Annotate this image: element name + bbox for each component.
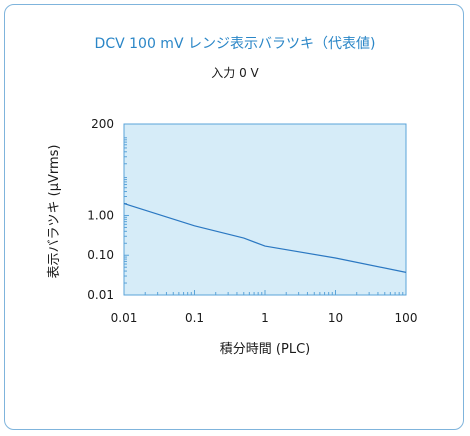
x-tick-label: 100 (395, 311, 418, 325)
y-axis-label: 表示バラツキ (μVrms) (47, 145, 62, 279)
x-tick-label: 0.1 (185, 311, 204, 325)
chart-subtitle: 入力 0 V (211, 66, 259, 80)
y-tick-label: 200 (91, 117, 114, 131)
x-tick-label: 1 (261, 311, 269, 325)
y-tick-label: 1.00 (87, 208, 114, 222)
x-axis-label: 積分時間 (PLC) (220, 342, 310, 357)
x-tick-label: 0.01 (111, 311, 138, 325)
chart-title: DCV 100 mV レンジ表示バラツキ（代表値) (94, 36, 376, 52)
y-tick-label: 0.10 (87, 248, 114, 262)
plot-area (123, 123, 407, 296)
series-line (123, 202, 407, 273)
y-tick-label: 0.01 (87, 288, 114, 302)
x-tick-label: 10 (328, 311, 343, 325)
